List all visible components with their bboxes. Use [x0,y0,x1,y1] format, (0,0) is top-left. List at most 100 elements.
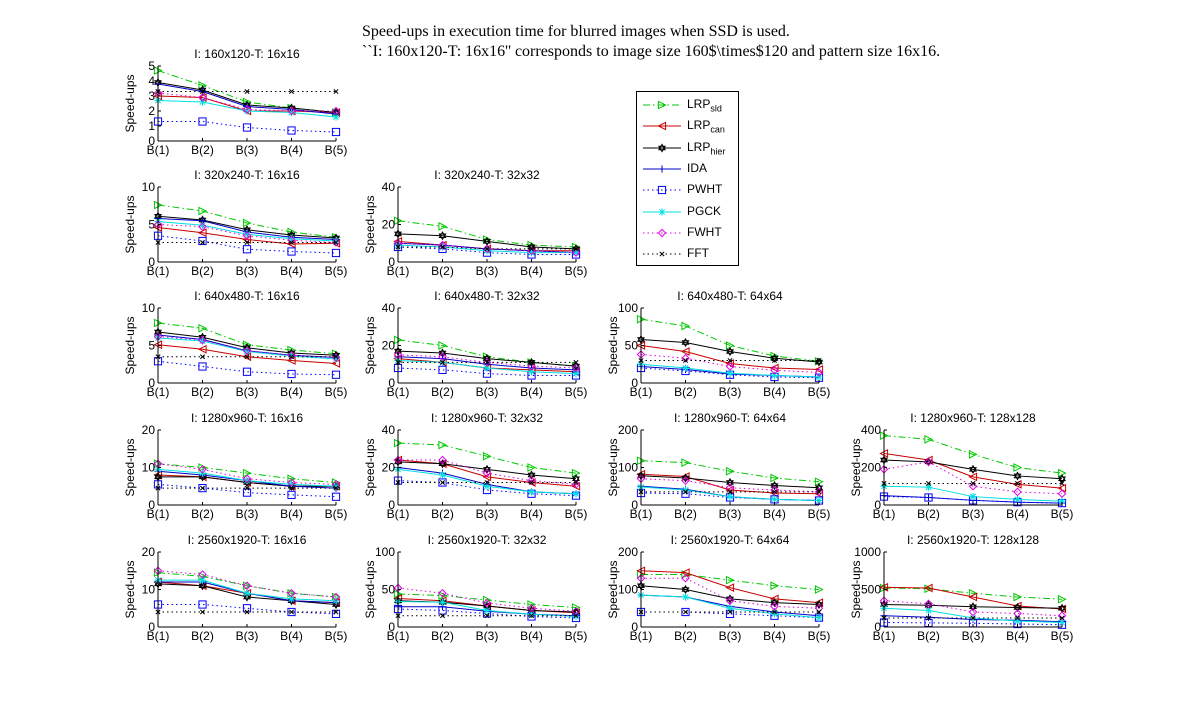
chart-title: I: 160x120-T: 16x16 [194,47,300,61]
chart-title: I: 2560x1920-T: 128x128 [907,533,1039,547]
series-line [397,246,576,255]
legend-swatch [643,251,681,257]
data-point [287,108,296,117]
data-point [681,593,690,601]
series-line [397,233,577,250]
y-tick-label: 40 [382,423,396,437]
legend-swatch [643,207,681,216]
data-point [1057,594,1067,604]
legend-swatch [643,142,681,153]
data-point [681,458,691,468]
legend-label-base: FWHT [687,224,722,239]
y-axis-label: Speed-ups [123,438,137,496]
chart-title: I: 1280x960-T: 64x64 [674,411,786,425]
data-point [331,492,341,501]
data-point [198,465,207,474]
data-point [439,244,446,250]
data-point [198,236,207,246]
x-tick-label: B(5) [808,507,831,521]
data-point [483,606,491,615]
series-line [640,570,820,604]
x-tick-label: B(4) [763,507,786,521]
data-point [333,485,339,491]
x-tick-label: B(2) [431,629,454,643]
data-point [438,221,448,231]
legend-marker [658,165,666,173]
series-line [640,460,820,483]
x-tick-label: B(1) [387,385,410,399]
data-point [198,362,207,371]
data-point [198,323,208,333]
data-point [1059,615,1065,621]
series-line [157,235,337,254]
data-point [924,606,933,615]
x-tick-label: B(2) [674,629,697,643]
series-line [883,600,1063,617]
data-point [198,600,207,609]
series-PGCK [394,597,580,621]
series-PGCK [637,591,823,622]
data-point [287,247,296,256]
data-point [682,357,689,364]
series-line [883,452,1063,489]
y-tick-label: 20 [382,461,396,475]
x-tick-label: B(4) [280,264,303,278]
data-point [924,493,933,502]
y-axis-label: Speed-ups [123,560,137,618]
data-point [333,609,339,615]
series-FFT [638,357,822,364]
figure-title: Speed-ups in execution time for blurred … [362,22,940,62]
data-point [331,106,341,116]
y-tick-label: 10 [142,461,156,475]
data-point [243,589,251,597]
y-tick-label: 20 [382,218,396,232]
chart-legend: LRPsld LRPcan LRPhier IDA PWHT PGCK FWHT FFT [636,91,739,266]
y-tick-label: 0 [631,376,638,390]
data-point [243,230,251,238]
series-FWHT [879,457,1067,499]
legend-label-base: LRP [687,118,711,133]
data-point [770,610,779,618]
data-point [331,238,341,247]
data-point [770,365,779,375]
data-point [816,609,822,615]
x-tick-label: B(4) [520,507,543,521]
data-point [438,459,447,469]
x-tick-label: B(1) [147,143,170,157]
data-point [770,371,779,380]
x-tick-label: B(4) [280,507,303,521]
data-point [242,367,252,376]
chart-title: I: 320x240-T: 16x16 [194,168,300,182]
series-line [640,585,820,605]
chart-panel-6: I: 640x480-T: 64x64 Speed-ups 0 50 100 B(1) B(… [606,289,830,399]
data-point [771,357,778,364]
y-axis-label: Speed-ups [606,438,620,496]
data-point [1058,474,1066,484]
x-tick-label: B(3) [962,507,985,521]
y-tick-label: 10 [142,301,156,315]
data-point [1057,604,1067,614]
x-tick-label: B(5) [565,385,588,399]
data-point [243,107,251,115]
y-tick-label: 200 [618,423,638,437]
chart-panel-12: I: 2560x1920-T: 32x32 Speed-ups 0 50 100 B(1)… [363,533,587,643]
data-point [1058,497,1066,505]
data-point [527,246,536,256]
data-point [243,347,251,356]
data-point [970,480,976,486]
legend-label-subscript: hier [710,145,726,156]
data-point [439,479,446,486]
series-PWHT [153,600,341,618]
data-point [287,126,296,135]
data-point [924,599,933,609]
y-tick-label: 0 [148,134,155,148]
data-point [331,609,341,618]
y-axis-label: Speed-ups [849,438,863,496]
data-point [680,347,690,356]
data-point [1012,479,1022,489]
data-point [527,361,536,371]
series-FWHT [636,350,824,377]
x-tick-label: B(5) [325,507,348,521]
series-line [641,611,820,619]
series-line [397,442,577,474]
